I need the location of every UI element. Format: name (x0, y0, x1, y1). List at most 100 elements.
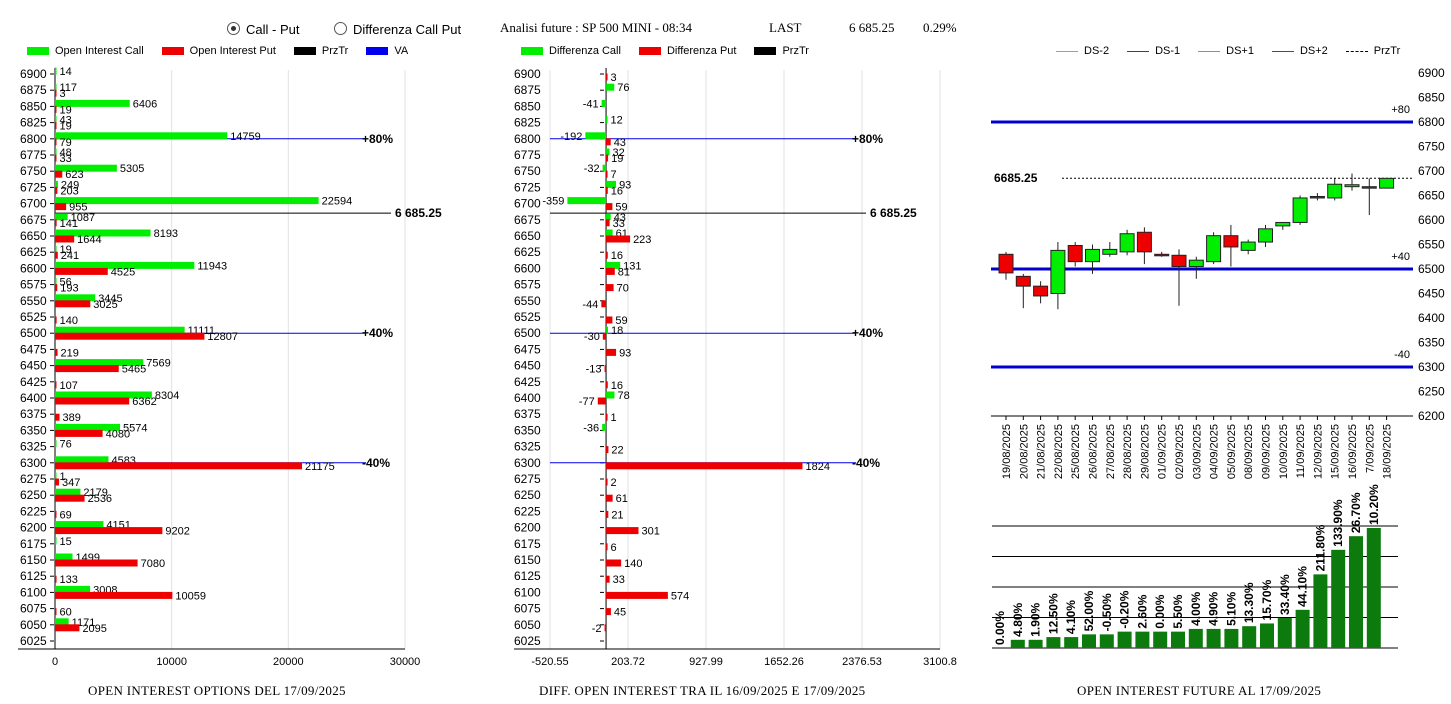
bar (606, 267, 615, 275)
x-tick-label: 18/09/2025 (1382, 424, 1394, 479)
bar (55, 132, 228, 140)
bar (55, 332, 205, 340)
y-tick-label: 6250 (20, 488, 47, 502)
bar-value-label: 0.00% (1153, 594, 1167, 628)
bar (1242, 626, 1257, 648)
y-tick-label: 6825 (514, 116, 541, 130)
y-tick-label: 6500 (1418, 262, 1445, 276)
candle-body (1309, 195, 1325, 199)
last-value: 6 685.25 (849, 20, 895, 35)
candle-body (1275, 221, 1291, 227)
legend-line (1198, 50, 1221, 52)
last-change: 0.29% (923, 20, 957, 35)
bar (55, 294, 96, 302)
bar (606, 462, 803, 470)
y-tick-label: 6300 (514, 456, 541, 470)
bar-value-label: 133 (60, 574, 78, 586)
y-tick-label: 6700 (1418, 164, 1445, 178)
bar-value-label: 211.80% (1313, 524, 1327, 571)
x-tick-label: 203.72 (611, 656, 645, 668)
y-tick-label: 6800 (1418, 115, 1445, 129)
bar (1153, 631, 1168, 648)
y-tick-label: 6525 (514, 310, 541, 324)
y-tick-label: 6900 (514, 67, 541, 81)
bar-value-label: 389 (63, 412, 81, 424)
bar-value-label: 241 (61, 250, 79, 262)
reference-label: +80% (852, 132, 883, 146)
y-tick-label: 6600 (514, 261, 541, 275)
bar-value-label: 14759 (230, 131, 261, 143)
y-tick-label: 6500 (20, 326, 47, 340)
bar-value-label: 2095 (82, 623, 106, 635)
bar (1099, 634, 1114, 648)
bar (606, 284, 614, 292)
bar (55, 229, 151, 237)
bar (604, 365, 607, 373)
bar-value-label: 6406 (133, 98, 157, 110)
bar-value-label: 1 (60, 471, 66, 483)
x-tick-label: 05/09/2025 (1226, 424, 1238, 479)
bar (1171, 631, 1185, 648)
y-tick-label: 6275 (514, 472, 541, 486)
bar-value-label: -41 (583, 98, 599, 110)
y-tick-label: 6300 (20, 456, 47, 470)
bar (55, 267, 108, 275)
y-tick-label: 6125 (514, 569, 541, 583)
bar-value-label: 43 (614, 137, 626, 149)
level-label: -40 (1394, 349, 1410, 361)
bar (1082, 634, 1096, 648)
bar (1349, 536, 1363, 648)
bar-value-label: 8193 (154, 228, 178, 240)
y-tick-label: 6225 (20, 504, 47, 518)
candle-body (1050, 249, 1066, 295)
legend-label: PrzTr (782, 45, 809, 57)
reference-label: +40% (852, 326, 883, 340)
bar-value-label: 249 (61, 179, 79, 191)
y-tick-label: 6725 (20, 180, 47, 194)
legend-left: Open Interest Call Open Interest Put Prz… (27, 45, 408, 57)
bar-value-label: 70 (617, 283, 629, 295)
y-tick-label: 6500 (514, 326, 541, 340)
bar (55, 278, 57, 286)
legend-swatch (293, 47, 316, 55)
bar-value-label: 22594 (322, 196, 353, 208)
y-tick-label: 6550 (20, 294, 47, 308)
bar-value-label: 33 (613, 574, 625, 586)
bar-value-label: 33 (60, 153, 72, 165)
x-tick-label: 01/09/2025 (1157, 424, 1169, 479)
bar (1046, 637, 1061, 648)
x-tick-label: 20000 (273, 656, 304, 668)
y-tick-label: 6450 (514, 359, 541, 373)
bar (606, 219, 610, 227)
bar (55, 365, 119, 373)
bar-value-label: 10.20% (1367, 484, 1381, 525)
bar-value-label: 6362 (132, 396, 156, 408)
bar-value-label: 6 (611, 542, 617, 554)
bar (55, 624, 80, 632)
bar-value-label: 11943 (197, 260, 227, 272)
y-tick-label: 6575 (20, 278, 47, 292)
bar-value-label: 4.90% (1207, 592, 1221, 626)
bar (55, 359, 144, 367)
bar-value-label: 193 (60, 283, 78, 295)
x-tick-label: 19/08/2025 (1001, 424, 1013, 479)
radio-differenza[interactable]: Differenza Call Put (334, 22, 461, 37)
y-tick-label: 6200 (1418, 409, 1445, 423)
radio-call-put[interactable]: Call - Put (227, 22, 299, 37)
legend-mid: Differenza Call Differenza Put PrzTr (521, 45, 809, 57)
y-tick-label: 6250 (1418, 385, 1445, 399)
radio-selected-icon[interactable] (227, 22, 240, 35)
bar-value-label: 8304 (155, 390, 179, 402)
reference-label: +80% (362, 132, 393, 146)
bar-value-label: 4.00% (1189, 592, 1203, 626)
bar-value-label: 1087 (71, 212, 95, 224)
bar (55, 537, 57, 545)
bar-value-label: 2536 (88, 493, 112, 505)
y-tick-label: 6275 (20, 472, 47, 486)
candle-body (1171, 254, 1187, 268)
radio-unselected-icon[interactable] (334, 22, 347, 35)
bar-value-label: 44.10% (1296, 566, 1310, 607)
y-tick-label: 6750 (1418, 140, 1445, 154)
legend-line (1056, 50, 1078, 52)
y-tick-label: 6325 (514, 440, 541, 454)
